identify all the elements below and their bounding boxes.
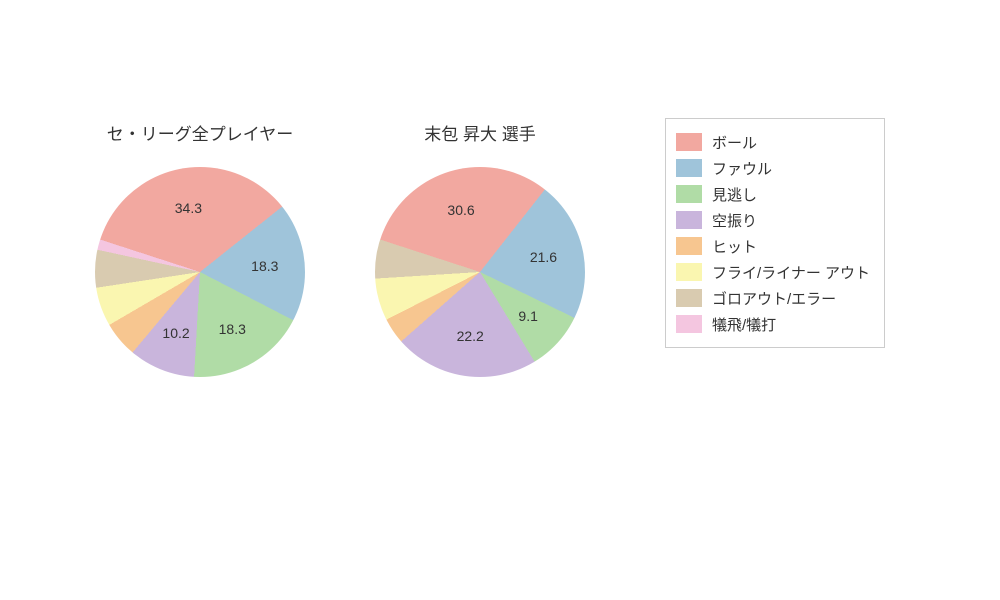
legend-item: 見逃し — [676, 181, 870, 207]
legend-item: ゴロアウト/エラー — [676, 285, 870, 311]
pie-wrap-player: 30.6 21.6 9.1 22.2 — [375, 167, 585, 377]
legend-swatch — [676, 211, 702, 229]
legend-swatch — [676, 185, 702, 203]
legend-label: ヒット — [712, 236, 757, 257]
slice-label: 18.3 — [251, 258, 278, 274]
legend-label: 見逃し — [712, 184, 757, 205]
pie-title-player: 末包 昇大 選手 — [375, 120, 585, 145]
legend-item: ヒット — [676, 233, 870, 259]
legend-swatch — [676, 263, 702, 281]
legend-item: ファウル — [676, 155, 870, 181]
legend: ボールファウル見逃し空振りヒットフライ/ライナー アウトゴロアウト/エラー犠飛/… — [665, 118, 885, 348]
legend-swatch — [676, 289, 702, 307]
legend-label: フライ/ライナー アウト — [712, 262, 870, 283]
legend-label: 空振り — [712, 210, 757, 231]
legend-swatch — [676, 133, 702, 151]
slice-label: 34.3 — [175, 200, 202, 216]
chart-container: セ・リーグ全プレイヤー 34.3 18.3 18.3 10.2 末包 昇大 選手 30.6 2… — [0, 0, 1000, 600]
slice-label: 30.6 — [447, 202, 474, 218]
slice-label: 9.1 — [518, 308, 537, 324]
legend-label: ボール — [712, 132, 757, 153]
legend-swatch — [676, 315, 702, 333]
pie-league: セ・リーグ全プレイヤー 34.3 18.3 18.3 10.2 — [95, 120, 305, 377]
legend-label: ファウル — [712, 158, 772, 179]
slice-label: 10.2 — [162, 325, 189, 341]
pie-title-league: セ・リーグ全プレイヤー — [95, 120, 305, 145]
legend-item: ボール — [676, 129, 870, 155]
pie-wrap-league: 34.3 18.3 18.3 10.2 — [95, 167, 305, 377]
legend-label: 犠飛/犠打 — [712, 314, 776, 335]
slice-label: 22.2 — [457, 328, 484, 344]
slice-label: 18.3 — [219, 321, 246, 337]
legend-swatch — [676, 159, 702, 177]
legend-swatch — [676, 237, 702, 255]
legend-item: 空振り — [676, 207, 870, 233]
legend-item: フライ/ライナー アウト — [676, 259, 870, 285]
legend-item: 犠飛/犠打 — [676, 311, 870, 337]
pie-player: 末包 昇大 選手 30.6 21.6 9.1 22.2 — [375, 120, 585, 377]
legend-label: ゴロアウト/エラー — [712, 288, 836, 309]
pie-graphic-player — [375, 167, 585, 377]
slice-label: 21.6 — [530, 249, 557, 265]
